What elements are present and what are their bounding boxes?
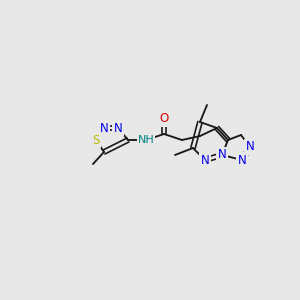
Text: S: S — [92, 134, 100, 146]
Text: N: N — [246, 140, 254, 154]
Text: N: N — [201, 154, 209, 166]
Text: N: N — [100, 122, 108, 134]
Text: N: N — [218, 148, 226, 161]
Text: NH: NH — [138, 135, 154, 145]
Text: N: N — [238, 154, 246, 166]
Text: O: O — [159, 112, 169, 125]
Text: N: N — [114, 122, 122, 134]
